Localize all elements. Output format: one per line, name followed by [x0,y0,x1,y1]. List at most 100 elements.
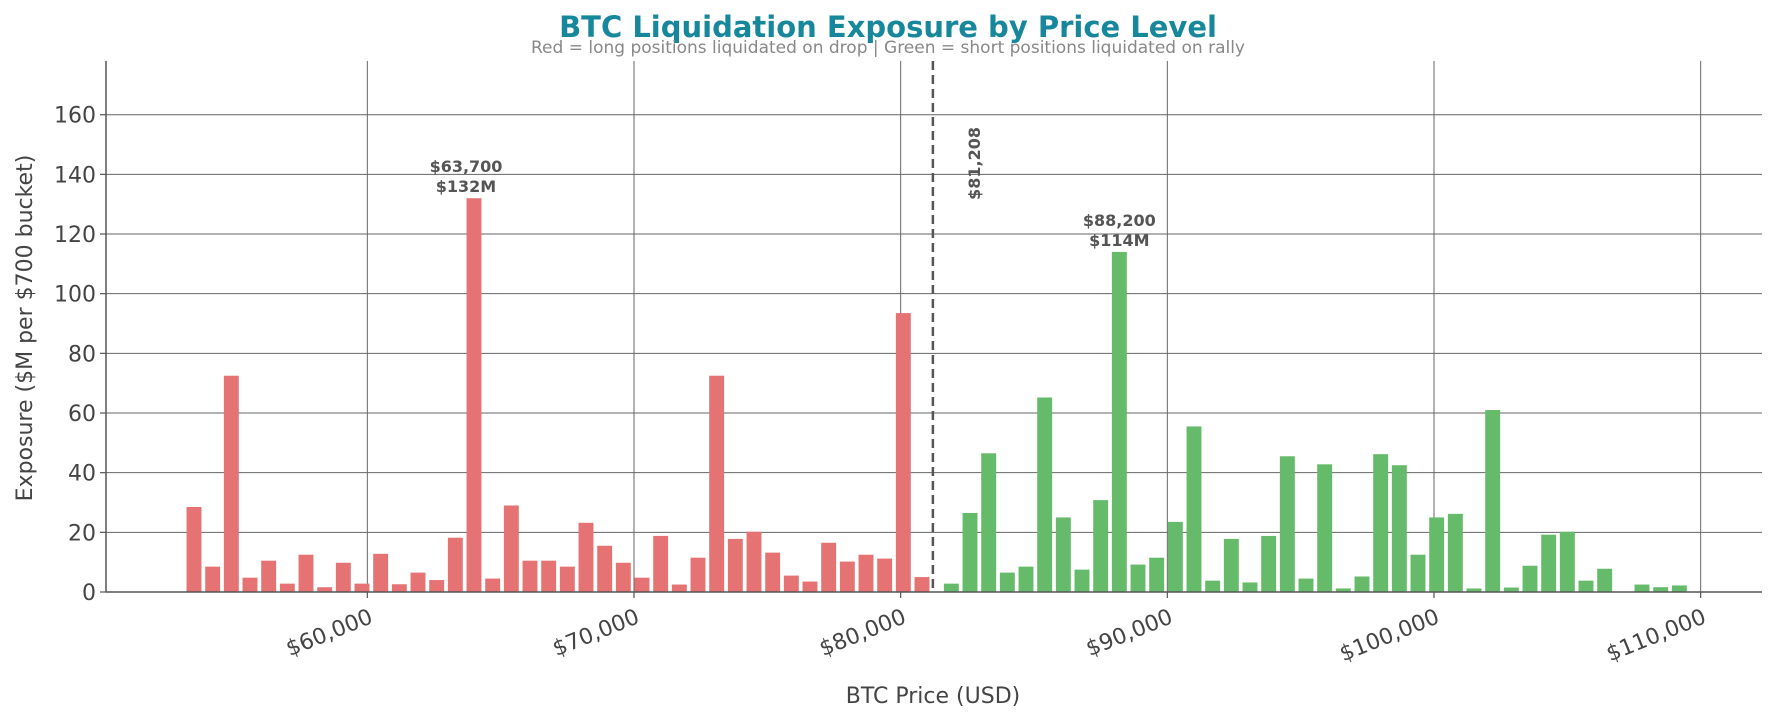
chart-title: BTC Liquidation Exposure by Price Level [559,10,1217,44]
short-liquidation-bar [1205,580,1221,592]
short-liquidation-bar [1093,500,1109,592]
peak-annotation-price: $63,700 [430,157,503,176]
short-liquidation-bar [1466,588,1482,592]
short-liquidation-bar [1541,534,1557,592]
peak-annotation-value: $114M [1089,231,1149,250]
short-liquidation-bar [999,572,1015,592]
long-liquidation-bar [578,522,594,592]
short-liquidation-bar [1149,557,1165,592]
short-liquidation-bar [1037,397,1053,592]
x-tick-label: $110,000 [1603,605,1710,668]
short-liquidation-bar [1429,517,1445,592]
short-liquidation-bar [1167,521,1183,592]
short-liquidation-bar [943,583,959,592]
long-liquidation-bar [634,577,650,592]
short-liquidation-bar [1373,454,1389,592]
long-liquidation-bar [802,581,818,592]
long-liquidation-bar [559,566,575,592]
x-tick-label: $70,000 [549,605,643,662]
short-liquidation-bar [1634,584,1650,592]
short-liquidation-bar [962,512,978,592]
long-liquidation-bar [354,583,370,592]
short-liquidation-bar [1279,456,1295,592]
x-axis-label: BTC Price (USD) [846,684,1020,709]
long-liquidation-bar [783,575,799,592]
chart-subtitle: Red = long positions liquidated on drop … [531,38,1245,58]
long-liquidation-bar [709,375,725,592]
short-liquidation-bar [1503,587,1519,592]
x-tick-label: $100,000 [1336,605,1443,668]
short-liquidation-bar [1522,565,1538,592]
bars [186,61,1687,593]
short-liquidation-bar [1130,564,1146,592]
long-liquidation-bar [503,505,519,592]
long-liquidation-bar [335,562,351,592]
long-liquidation-bar [261,560,277,592]
short-liquidation-bar [1671,585,1687,592]
long-liquidation-bar [839,561,855,592]
y-tick-label: 60 [68,402,96,427]
long-liquidation-bar [541,560,557,592]
short-liquidation-bar [1111,251,1127,593]
long-liquidation-bar [298,554,314,592]
y-tick-label: 140 [54,163,96,188]
short-liquidation-bar [1578,580,1594,592]
long-liquidation-bar [821,542,837,592]
x-tick-label: $80,000 [816,605,910,662]
y-tick-label: 20 [68,521,96,546]
short-liquidation-bar [1223,538,1239,592]
long-liquidation-bar [485,578,501,592]
short-liquidation-bar [981,453,997,592]
long-liquidation-bar [186,506,202,592]
short-liquidation-bar [1410,554,1426,592]
short-liquidation-bar [1597,568,1613,592]
y-tick-label: 40 [68,462,96,487]
short-liquidation-bar [1055,517,1071,592]
long-liquidation-bar [746,531,762,592]
y-tick-label: 120 [54,223,96,248]
x-tick-label: $60,000 [283,605,377,662]
long-liquidation-bar [429,580,445,592]
long-liquidation-bar [597,545,613,592]
long-liquidation-bar [466,198,482,592]
long-liquidation-bar [410,572,426,592]
y-tick-label: 80 [68,342,96,367]
annotations: $81,208 $63,700$132M $88,200$114M [430,127,1156,250]
long-liquidation-bar [615,562,631,592]
long-liquidation-bar [373,553,389,592]
peak-annotation-price: $88,200 [1083,211,1156,230]
short-liquidation-bar [1447,513,1463,592]
long-liquidation-bar [242,577,258,592]
long-liquidation-bar [317,587,333,592]
long-liquidation-bar [391,584,407,592]
y-axis-label: Exposure ($M per $700 bucket) [13,155,38,502]
short-liquidation-bar [1485,410,1501,592]
long-liquidation-bar [671,584,687,592]
long-liquidation-bar [877,558,893,592]
long-liquidation-bar [653,535,669,592]
x-tick-label: $90,000 [1083,605,1177,662]
long-liquidation-bar [279,583,295,592]
short-liquidation-bar [1317,464,1333,592]
short-liquidation-bar [1242,582,1258,592]
short-liquidation-bar [1186,426,1202,592]
long-liquidation-bar [914,577,930,592]
long-liquidation-bar [690,557,706,592]
short-liquidation-bar [1559,531,1575,592]
current-price-label: $81,208 [965,127,984,200]
short-liquidation-bar [1261,535,1277,592]
axes [100,61,1762,598]
short-liquidation-bar [1074,569,1090,592]
long-liquidation-bar [447,537,463,592]
y-tick-label: 100 [54,283,96,308]
short-liquidation-bar [1354,576,1370,592]
long-liquidation-bar [205,566,221,592]
long-liquidation-bar [223,375,239,592]
short-liquidation-bar [1335,588,1351,592]
long-liquidation-bar [895,313,911,592]
long-liquidation-bar [522,560,538,592]
short-liquidation-bar [1653,587,1669,592]
short-liquidation-bar [1298,578,1314,592]
